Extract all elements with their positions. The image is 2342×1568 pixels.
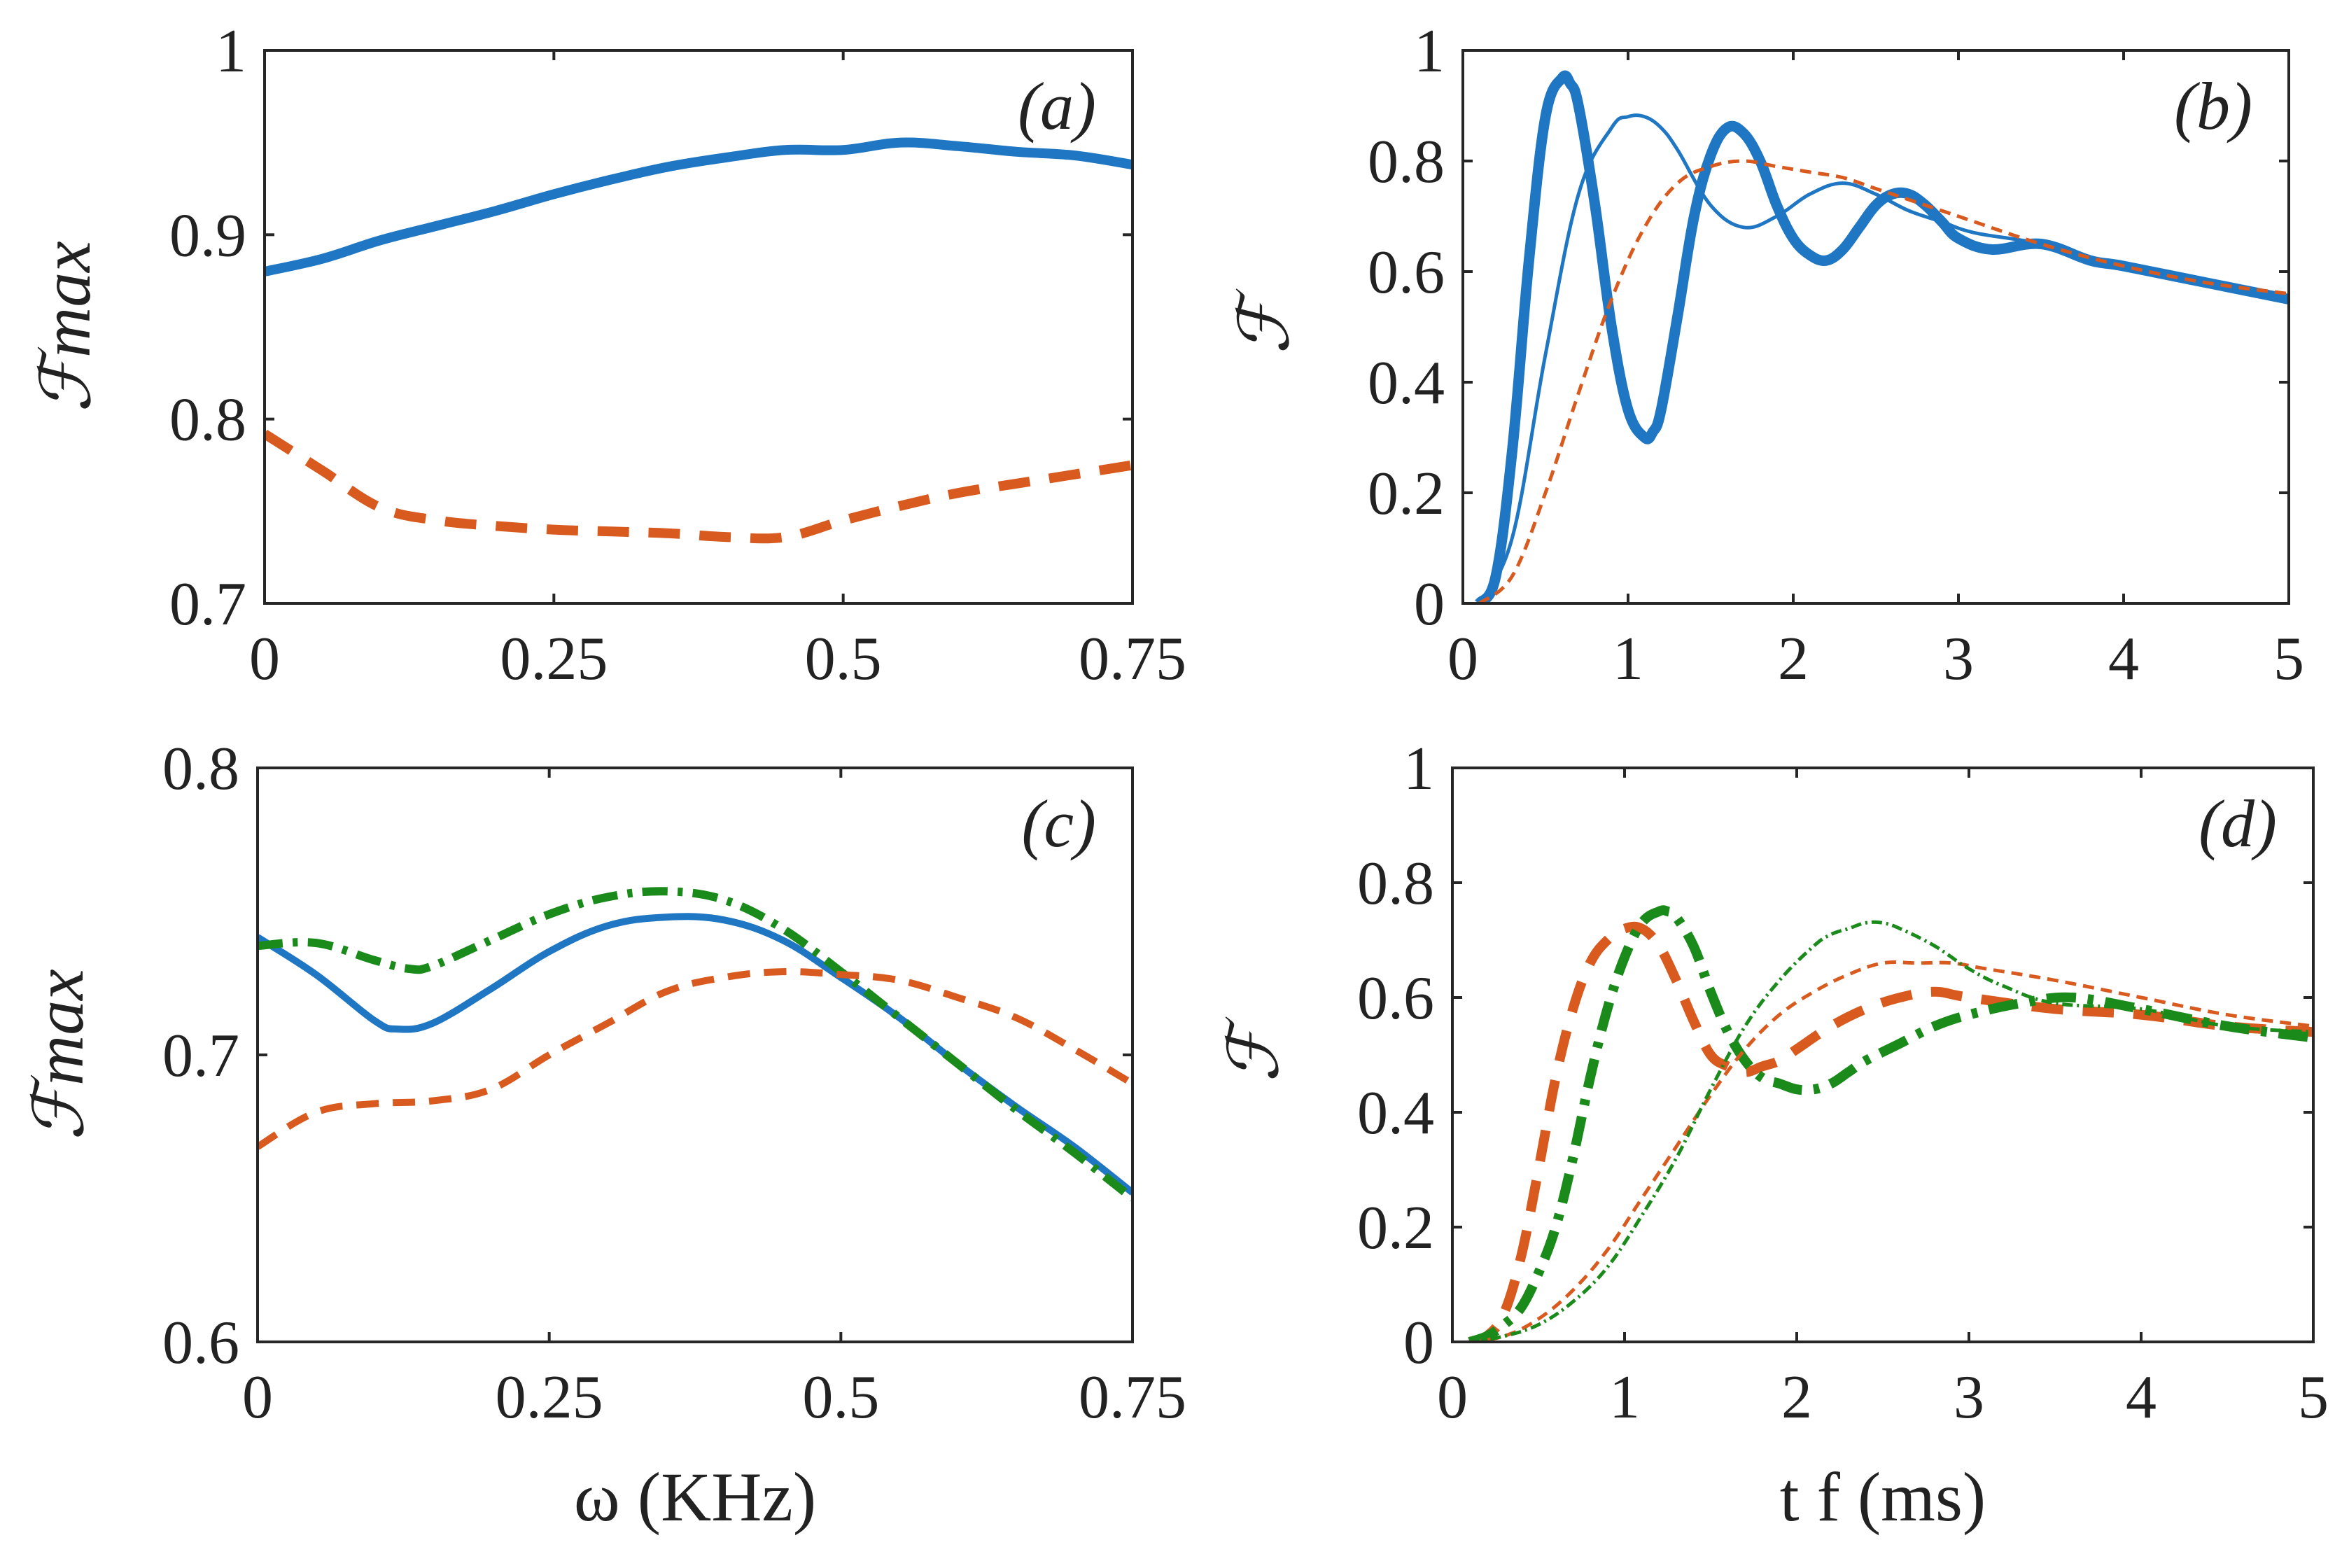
y-tick-label: 0.6 — [162, 1309, 239, 1377]
x-tick-label: 2 — [1781, 1364, 1812, 1432]
series-line-dashed — [265, 429, 1133, 544]
x-tick-label: 5 — [2273, 625, 2304, 693]
x-tick-label: 0.25 — [496, 1364, 603, 1432]
x-axis-label: ω (KHz) — [574, 1458, 816, 1536]
y-tick-label: 0.4 — [1357, 1079, 1434, 1147]
x-tick-label: 4 — [2108, 625, 2139, 693]
x-tick-label: 3 — [1954, 1364, 1984, 1432]
x-tick-label: 0.5 — [805, 625, 882, 693]
y-tick-label: 0.8 — [1368, 128, 1445, 196]
x-tick-label: 0.75 — [1079, 625, 1186, 693]
y-tick-label: 0 — [1414, 570, 1445, 638]
y-tick-label: 0.9 — [169, 202, 246, 270]
panel-c-series — [258, 887, 1133, 1202]
y-tick-label: 0 — [1403, 1309, 1434, 1377]
panel-a: 0 0.25 0.5 0.75 0.7 0.8 0.9 1 (a) ℱmax — [27, 18, 1186, 693]
panel-d-series — [1468, 905, 2313, 1342]
y-tick-label: 1 — [1414, 18, 1445, 85]
panel-label: (b) — [2174, 69, 2252, 144]
series-line-dash-dot — [258, 887, 1133, 1202]
axes-frame — [263, 49, 1134, 605]
x-axis-label: t f (ms) — [1780, 1458, 1986, 1536]
panel-d: 0 1 2 3 4 500.20.40.60.81(d)ℱt f (ms) — [1215, 735, 2329, 1536]
y-tick-label: 0.7 — [169, 570, 246, 638]
series-line-thick-dashed — [1468, 921, 2313, 1342]
x-tick-label: 0 — [1447, 625, 1478, 693]
x-tick-label: 0 — [1437, 1364, 1468, 1432]
panel-label: (d) — [2199, 786, 2277, 861]
series-line-dashed — [258, 967, 1133, 1150]
y-tick-label: 1 — [216, 18, 246, 85]
series-line-thin-dashed — [1478, 159, 2289, 603]
panel-b-series — [1475, 70, 2289, 603]
series-line-thick-solid — [1475, 70, 2289, 603]
panel-label: (c) — [1021, 786, 1096, 861]
x-tick-label: 2 — [1778, 625, 1809, 693]
x-tick-label: 0.5 — [802, 1364, 879, 1432]
series-line-thin-dashed — [1469, 960, 2313, 1342]
x-tick-label: 1 — [1613, 625, 1643, 693]
x-tick-label: 5 — [2298, 1364, 2329, 1432]
x-tick-label: 0.25 — [500, 625, 608, 693]
y-tick-label: 0.4 — [1368, 349, 1445, 417]
y-tick-label: 0.8 — [162, 735, 239, 803]
axes-frame — [1461, 49, 2290, 605]
y-tick-label: 0.7 — [162, 1022, 239, 1090]
y-tick-label: 0.8 — [169, 386, 246, 454]
x-tick-label: 0 — [249, 625, 280, 693]
axes-frame — [1451, 766, 2315, 1343]
y-tick-label: 0.2 — [1357, 1194, 1434, 1262]
panel-label: (a) — [1018, 69, 1096, 144]
panel-a-series — [265, 137, 1133, 544]
y-axis-label: ℱmax — [27, 241, 105, 412]
x-tick-label: 3 — [1943, 625, 1974, 693]
y-tick-label: 0.6 — [1357, 965, 1434, 1032]
x-tick-label: 1 — [1609, 1364, 1640, 1432]
x-tick-label: 4 — [2126, 1364, 2157, 1432]
x-tick-label: 0.75 — [1079, 1364, 1186, 1432]
series-line-solid — [265, 137, 1133, 276]
y-tick-label: 0.8 — [1357, 850, 1434, 918]
series-line-thin-solid — [1478, 113, 2289, 603]
panel-c: 0 0.25 0.5 0.75 0.6 0.7 0.8 (c) ℱmax ω (KHz) — [20, 735, 1186, 1536]
y-tick-label: 0.6 — [1368, 239, 1445, 307]
series-line-thick-dash-dot — [1468, 905, 2313, 1342]
x-tick-label: 0 — [242, 1364, 273, 1432]
y-tick-label: 0.2 — [1368, 460, 1445, 528]
y-tick-label: 1 — [1403, 735, 1434, 803]
y-axis-label: ℱmax — [20, 969, 98, 1140]
